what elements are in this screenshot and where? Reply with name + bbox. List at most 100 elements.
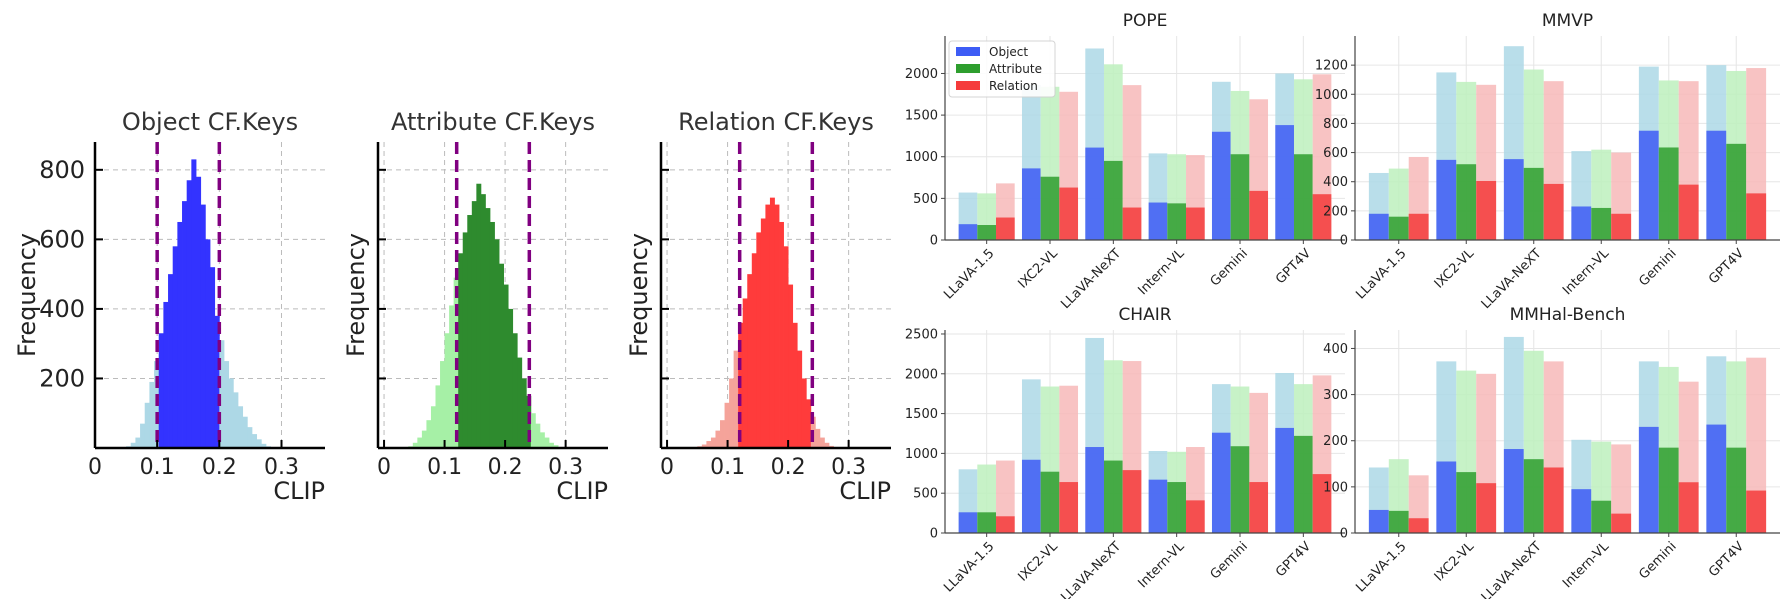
- histogram-bar: [548, 442, 554, 448]
- x-tick-label: 0.2: [202, 455, 237, 480]
- histogram-bar: [196, 176, 202, 449]
- bar: [1658, 147, 1679, 240]
- histogram-bar: [172, 246, 178, 448]
- histogram-bar: [797, 350, 803, 448]
- bar: [1503, 159, 1524, 240]
- x-tick-label: 0.2: [488, 455, 523, 480]
- bar: [996, 516, 1015, 533]
- bar: [1368, 509, 1389, 533]
- histogram-bar: [769, 197, 775, 448]
- histogram-bar: [200, 204, 206, 448]
- histogram-3: 0 0.1 0.2 0.3 Relation CF.Keys CLIP Frequency: [625, 108, 891, 505]
- histogram-bar: [733, 350, 739, 448]
- bar: [1746, 193, 1767, 240]
- histogram-bar: [223, 361, 230, 448]
- bar: [1746, 490, 1767, 533]
- histogram-bar: [530, 413, 536, 448]
- histogram-bar: [544, 437, 550, 448]
- histogram-bar: [440, 361, 445, 448]
- bar: [1186, 207, 1205, 240]
- histogram-bar: [462, 232, 468, 448]
- bar: [1312, 474, 1332, 533]
- y-tick-label: 400: [1323, 175, 1348, 190]
- x-tick-label: Intern-VL: [1560, 246, 1613, 299]
- x-tick-label: 0.3: [264, 455, 299, 480]
- bar: [1186, 500, 1205, 533]
- bar: [1436, 461, 1457, 533]
- legend-label: Attribute: [989, 62, 1042, 76]
- bar: [1388, 216, 1409, 240]
- histogram-bar: [186, 180, 192, 448]
- bar-total: [1746, 357, 1767, 533]
- histogram-bar: [499, 263, 504, 448]
- histogram-bar: [430, 406, 436, 448]
- x-tick-label: GPT4V: [1273, 246, 1314, 287]
- histogram-bar: [144, 402, 150, 448]
- histogram-bar: [720, 420, 725, 448]
- y-tick-label: 1500: [905, 109, 938, 124]
- chart-title: CHAIR: [1118, 305, 1171, 325]
- bar: [1275, 125, 1294, 240]
- histogram-bar: [177, 221, 183, 448]
- bar-total: [1611, 444, 1632, 533]
- histogram-bar: [182, 201, 188, 448]
- bar: [1275, 427, 1294, 533]
- y-tick-label: 1000: [905, 150, 938, 165]
- x-tick-label: LLaVA-NeXT: [1479, 539, 1545, 599]
- bar: [1523, 459, 1544, 533]
- y-tick-label: 0: [1340, 234, 1348, 249]
- bar: [1249, 482, 1269, 533]
- chart-title: MMHal-Bench: [1510, 305, 1626, 325]
- histogram-bar: [539, 432, 545, 448]
- bar: [996, 217, 1015, 240]
- chart-title: MMVP: [1542, 11, 1593, 31]
- histogram-bar: [535, 423, 541, 448]
- bar: [958, 224, 978, 240]
- x-tick-label: 0.2: [771, 455, 806, 480]
- bar: [1591, 500, 1612, 533]
- bar: [1085, 447, 1104, 533]
- histogram-bar: [783, 246, 789, 448]
- histogram-bar: [242, 416, 248, 448]
- y-tick-label: 2500: [905, 327, 938, 342]
- y-tick-label: 2000: [905, 67, 938, 82]
- x-tick-label: 0: [660, 455, 674, 480]
- bar: [1523, 167, 1544, 240]
- y-tick-label: 400: [39, 295, 85, 323]
- histogram-bar: [801, 378, 807, 448]
- histogram-bar: [233, 392, 239, 448]
- x-tick-label: 0: [88, 455, 102, 480]
- x-tick-label: IXC2-VL: [1015, 246, 1061, 292]
- histogram-bar: [806, 399, 812, 448]
- histogram-bar: [512, 333, 518, 448]
- histogram-bar: [210, 267, 216, 448]
- y-tick-label: 400: [1323, 342, 1348, 357]
- histogram-bar: [779, 221, 784, 448]
- histogram-bar: [701, 444, 707, 448]
- histogram-bar: [765, 204, 771, 448]
- bar: [1456, 472, 1477, 533]
- x-tick-label: Intern-VL: [1560, 539, 1613, 592]
- histogram-bar: [819, 437, 825, 448]
- histogram-bar: [247, 427, 253, 448]
- histogram-bar: [503, 284, 509, 448]
- histogram-bar: [724, 402, 730, 448]
- y-tick-label: 200: [1323, 434, 1348, 449]
- histogram-bar: [467, 215, 473, 448]
- bar-chart-4: 0 100 200 300 400 LLaVA-1.5 IXC2-VL LLaVA-NeXT I…: [1323, 305, 1780, 599]
- bar: [1021, 168, 1041, 240]
- histogram-bar: [256, 439, 262, 448]
- histogram-bar: [521, 378, 527, 448]
- histogram-bar: [815, 428, 821, 448]
- chart-title: POPE: [1123, 11, 1168, 31]
- bar: [1456, 164, 1477, 240]
- x-tick-label: 0.1: [140, 455, 175, 480]
- x-tick-label: Intern-VL: [1135, 539, 1188, 592]
- histogram-bar: [774, 204, 780, 448]
- histogram-bar: [191, 159, 197, 449]
- x-tick-label: LLaVA-1.5: [941, 539, 997, 595]
- bar: [1408, 213, 1429, 240]
- bar: [977, 225, 997, 240]
- bar: [1211, 131, 1231, 240]
- bar: [1476, 180, 1497, 240]
